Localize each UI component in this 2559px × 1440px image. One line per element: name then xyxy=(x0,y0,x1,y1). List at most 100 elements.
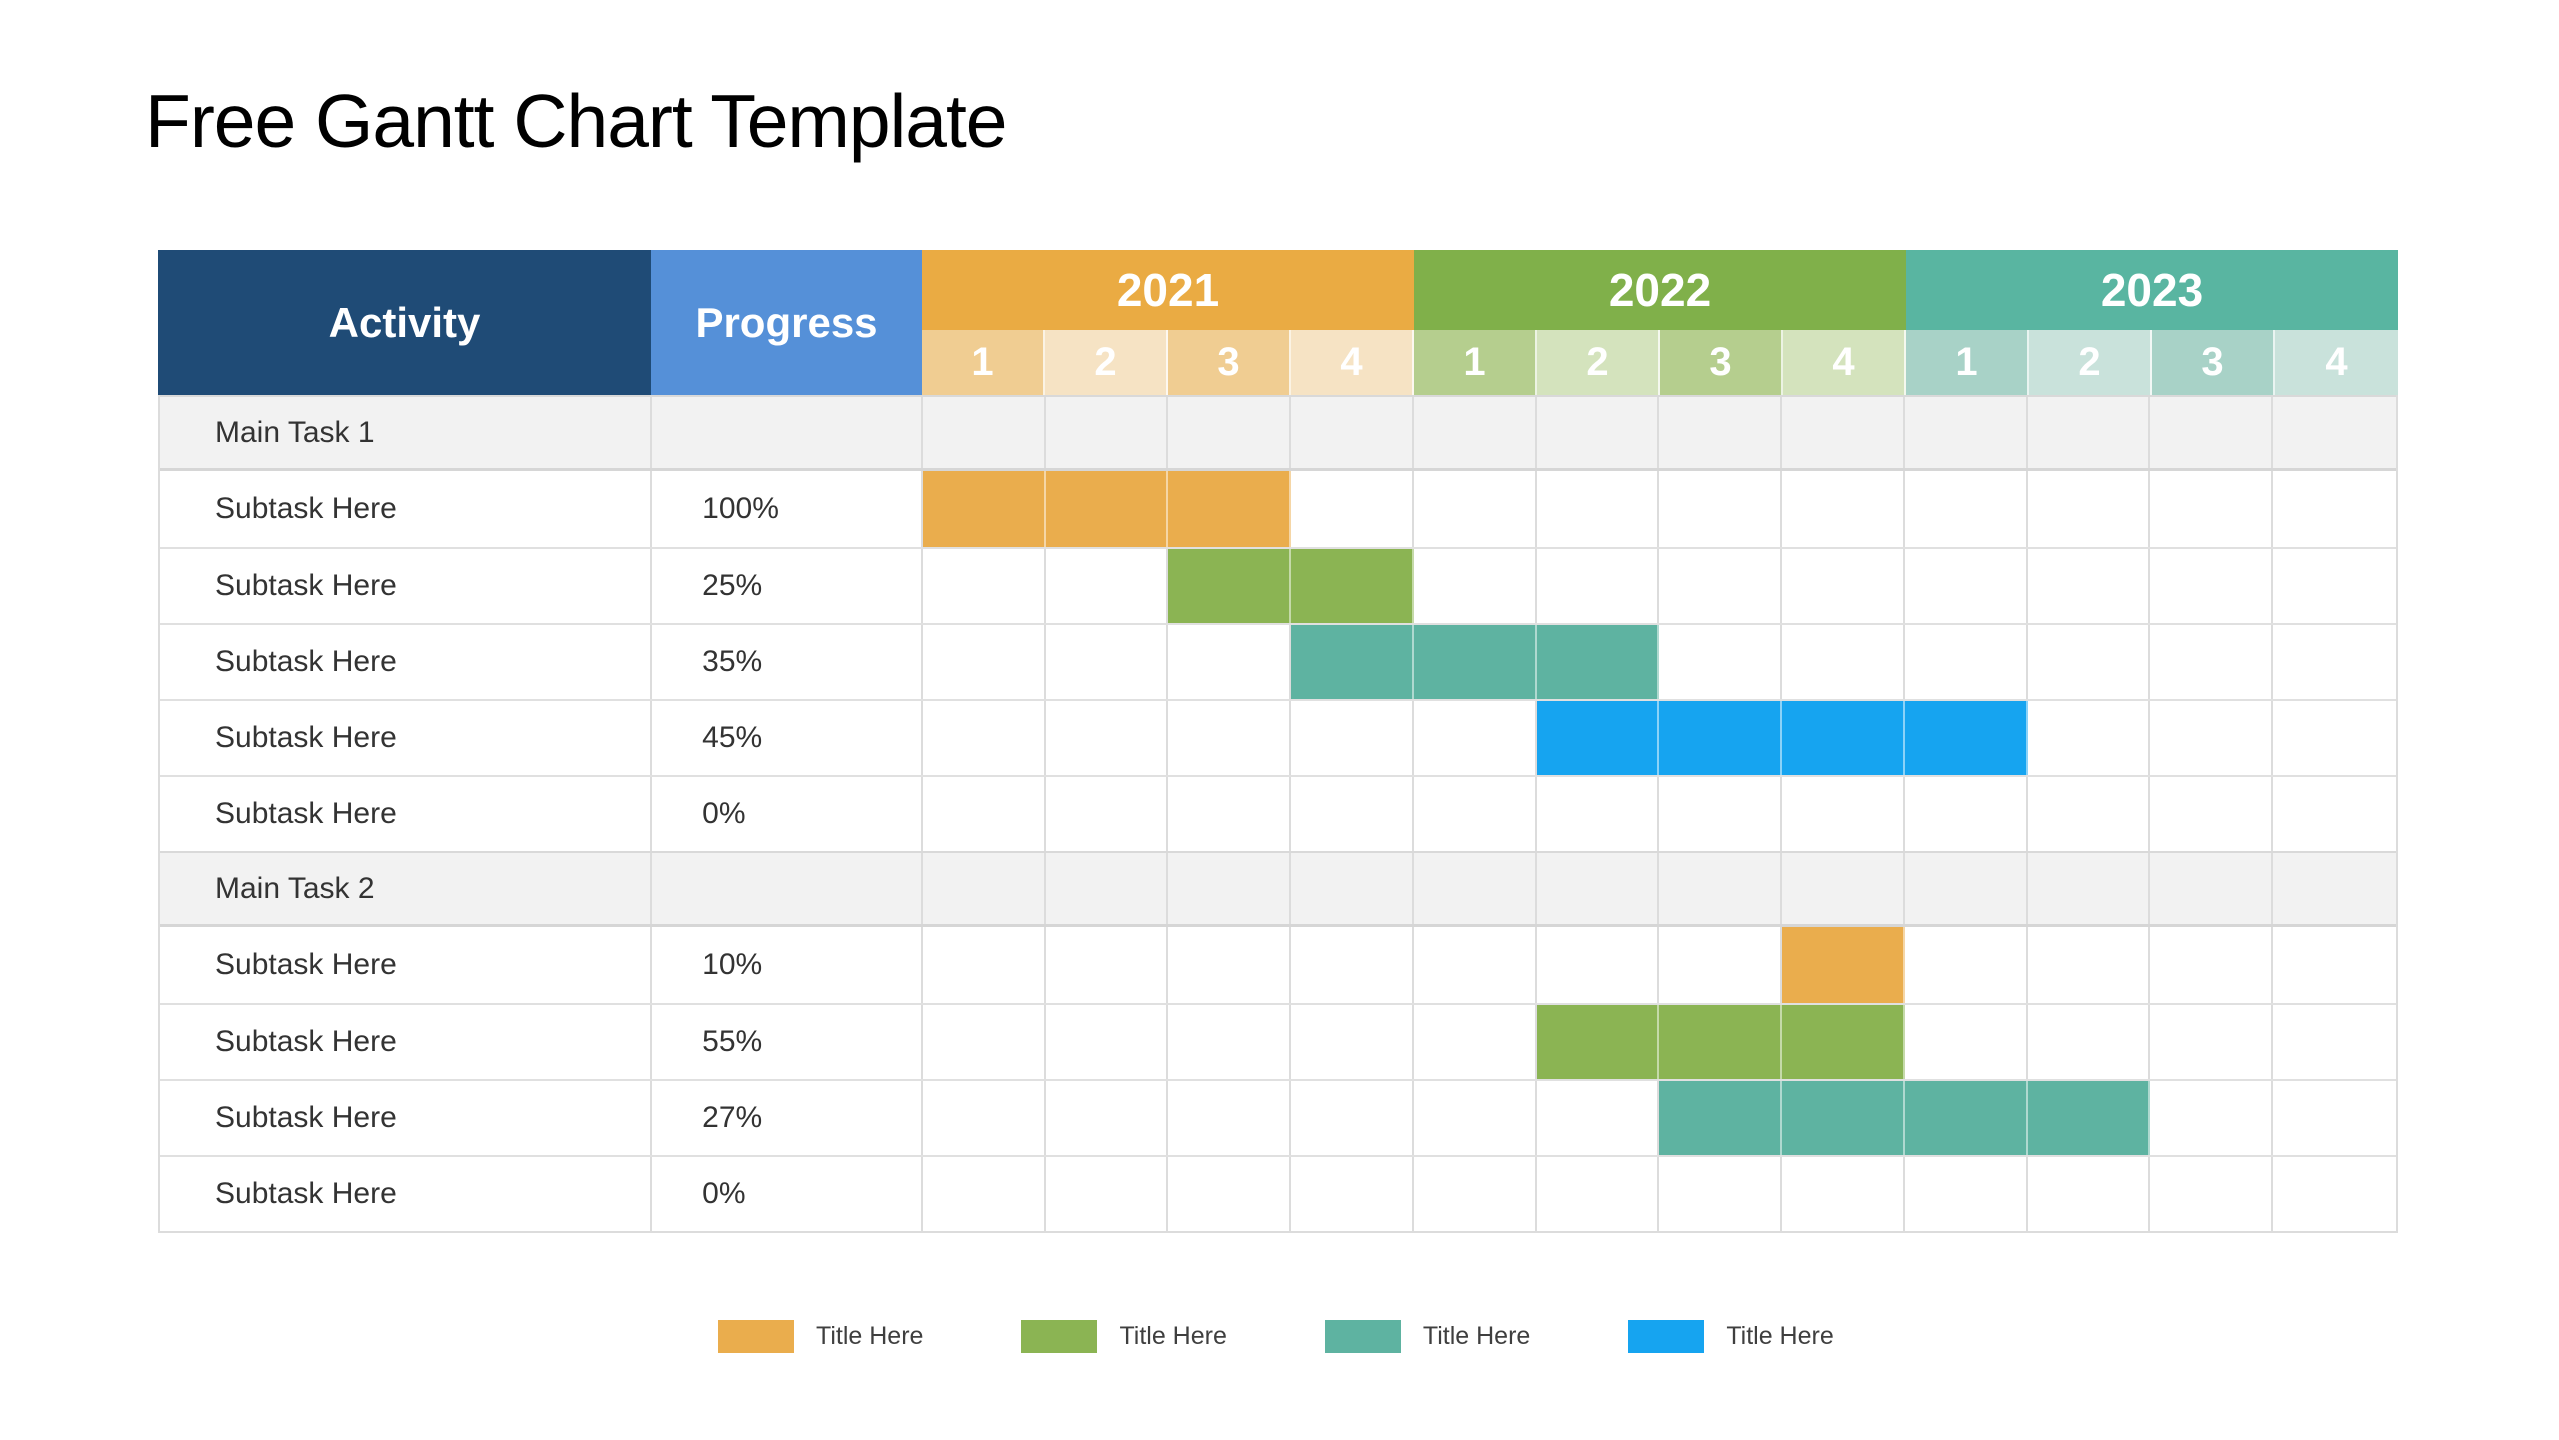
progress-cell: 55% xyxy=(652,1005,923,1079)
table-row: Subtask Here 100% xyxy=(160,471,2396,547)
activity-label: Subtask Here xyxy=(215,569,397,602)
progress-value: 45% xyxy=(702,721,763,754)
legend-item: Title Here xyxy=(1628,1320,1834,1353)
quarter-header-cell: 4 xyxy=(2275,330,2398,395)
quarter-cell xyxy=(1046,1157,1169,1231)
quarter-header-cell: 1 xyxy=(1906,330,2029,395)
table-row: Subtask Here 0% xyxy=(160,775,2396,851)
table-row: Subtask Here 45% xyxy=(160,699,2396,775)
gantt-bar-cell xyxy=(1659,1081,1783,1155)
quarter-cell xyxy=(923,625,1046,699)
quarter-cell xyxy=(1659,471,1783,547)
quarter-cell xyxy=(1291,1005,1414,1079)
quarter-cell xyxy=(1537,1081,1660,1155)
quarter-cell xyxy=(1414,471,1537,547)
quarter-cell xyxy=(923,853,1046,924)
quarter-cell xyxy=(1782,471,1905,547)
table-row: Subtask Here 35% xyxy=(160,623,2396,699)
page-title: Free Gantt Chart Template xyxy=(145,79,1008,163)
quarter-cell xyxy=(2150,471,2274,547)
quarter-cell xyxy=(2028,471,2151,547)
quarter-cell xyxy=(1659,625,1783,699)
activity-cell: Subtask Here xyxy=(160,927,653,1003)
quarter-cell xyxy=(1291,397,1414,468)
quarter-cell xyxy=(1782,549,1905,623)
progress-value: 55% xyxy=(702,1025,763,1058)
gantt-bar-cell xyxy=(1782,1005,1905,1079)
progress-value: 0% xyxy=(702,1177,746,1210)
gantt-bar-cell xyxy=(1291,549,1414,623)
quarter-cell xyxy=(1046,1005,1169,1079)
activity-label: Main Task 2 xyxy=(215,871,375,905)
gantt-bar-cell xyxy=(1904,1081,2028,1155)
activity-label: Subtask Here xyxy=(215,1101,397,1134)
quarter-cell xyxy=(2150,1005,2274,1079)
quarter-cell xyxy=(1537,927,1660,1003)
quarter-header-cell: 1 xyxy=(922,330,1045,395)
quarter-cell xyxy=(1291,927,1414,1003)
quarter-cell xyxy=(1905,549,2028,623)
quarter-cell xyxy=(1291,1157,1414,1231)
quarter-cell xyxy=(1046,701,1169,775)
quarter-cell xyxy=(1168,853,1292,924)
progress-value: 27% xyxy=(702,1101,763,1134)
quarter-cell xyxy=(1291,777,1414,851)
gantt-bar-cell xyxy=(1904,701,2028,775)
quarter-cell xyxy=(1782,625,1905,699)
quarter-cell xyxy=(2150,701,2274,775)
gantt-bar-cell xyxy=(922,471,1046,547)
quarter-cell xyxy=(923,1157,1046,1231)
activity-label: Subtask Here xyxy=(215,721,397,754)
quarter-cell xyxy=(1537,397,1660,468)
quarter-cell xyxy=(1414,1157,1537,1231)
quarter-header-cell: 3 xyxy=(1168,330,1291,395)
quarter-cell xyxy=(2273,853,2396,924)
activity-label: Subtask Here xyxy=(215,492,397,525)
quarter-cell xyxy=(1168,777,1292,851)
gantt-bar-cell xyxy=(1536,701,1660,775)
quarter-cell xyxy=(1414,701,1537,775)
activity-cell: Subtask Here xyxy=(160,701,653,775)
quarter-cell xyxy=(923,1005,1046,1079)
quarter-cell xyxy=(2028,397,2151,468)
gantt-bar-cell xyxy=(1782,927,1905,1003)
legend-label: Title Here xyxy=(1422,1322,1531,1350)
quarter-cell xyxy=(1537,471,1660,547)
quarter-cell xyxy=(1168,701,1292,775)
quarter-cell xyxy=(1782,397,1905,468)
quarter-cell xyxy=(1414,853,1537,924)
progress-cell: 0% xyxy=(652,777,923,851)
progress-cell: 100% xyxy=(652,471,923,547)
progress-cell: 0% xyxy=(652,1157,923,1231)
gantt-bar-cell xyxy=(1536,625,1660,699)
quarter-header-cell: 3 xyxy=(2152,330,2275,395)
quarter-header-cell: 2 xyxy=(1045,330,1168,395)
quarter-cell xyxy=(2273,927,2396,1003)
table-row: Subtask Here 27% xyxy=(160,1079,2396,1155)
quarter-header-cell: 4 xyxy=(1291,330,1414,395)
quarter-cell xyxy=(923,397,1046,468)
quarter-cell xyxy=(2150,1157,2274,1231)
quarter-cell xyxy=(1905,625,2028,699)
quarter-cell xyxy=(2273,777,2396,851)
quarter-cell xyxy=(2028,853,2151,924)
quarter-cell xyxy=(1905,1005,2028,1079)
quarter-cell xyxy=(1168,625,1292,699)
quarter-cell xyxy=(1168,1081,1292,1155)
quarter-cell xyxy=(1537,777,1660,851)
activity-cell: Subtask Here xyxy=(160,471,653,547)
quarter-cell xyxy=(1291,1081,1414,1155)
quarter-header-cell: 2 xyxy=(2029,330,2152,395)
quarter-header-cell: 4 xyxy=(1783,330,1906,395)
quarter-cell xyxy=(2273,625,2396,699)
quarter-cell xyxy=(2273,471,2396,547)
gantt-bar-cell xyxy=(1536,1005,1660,1079)
quarter-cell xyxy=(1782,777,1905,851)
table-row: Subtask Here 25% xyxy=(160,547,2396,623)
progress-value: 10% xyxy=(702,948,763,981)
quarter-cell xyxy=(1905,927,2028,1003)
quarter-cell xyxy=(2273,701,2396,775)
legend-item: Title Here xyxy=(1324,1320,1531,1353)
quarter-cell xyxy=(1046,777,1169,851)
